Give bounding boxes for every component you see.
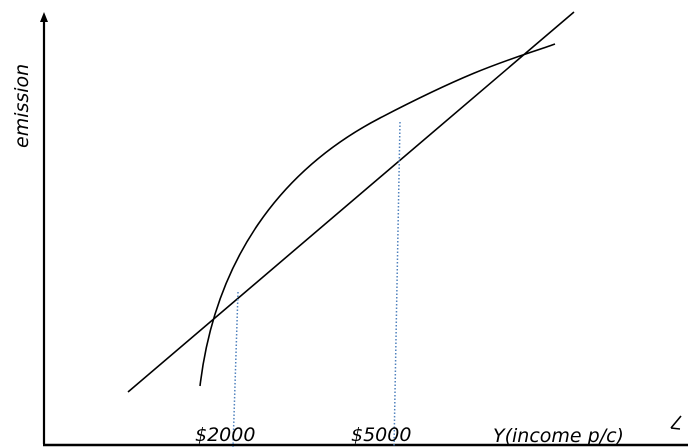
concave-curve	[200, 44, 555, 386]
x-axis-label: Y(income p/c)	[493, 425, 624, 447]
y-axis-label: emission	[11, 64, 33, 148]
tick-label-5000: $5000	[351, 424, 411, 446]
straight-line	[128, 12, 574, 392]
guide-line-5000	[394, 122, 400, 447]
tick-label-2000: $2000	[195, 424, 255, 446]
arrow-pointer-icon	[671, 416, 681, 429]
